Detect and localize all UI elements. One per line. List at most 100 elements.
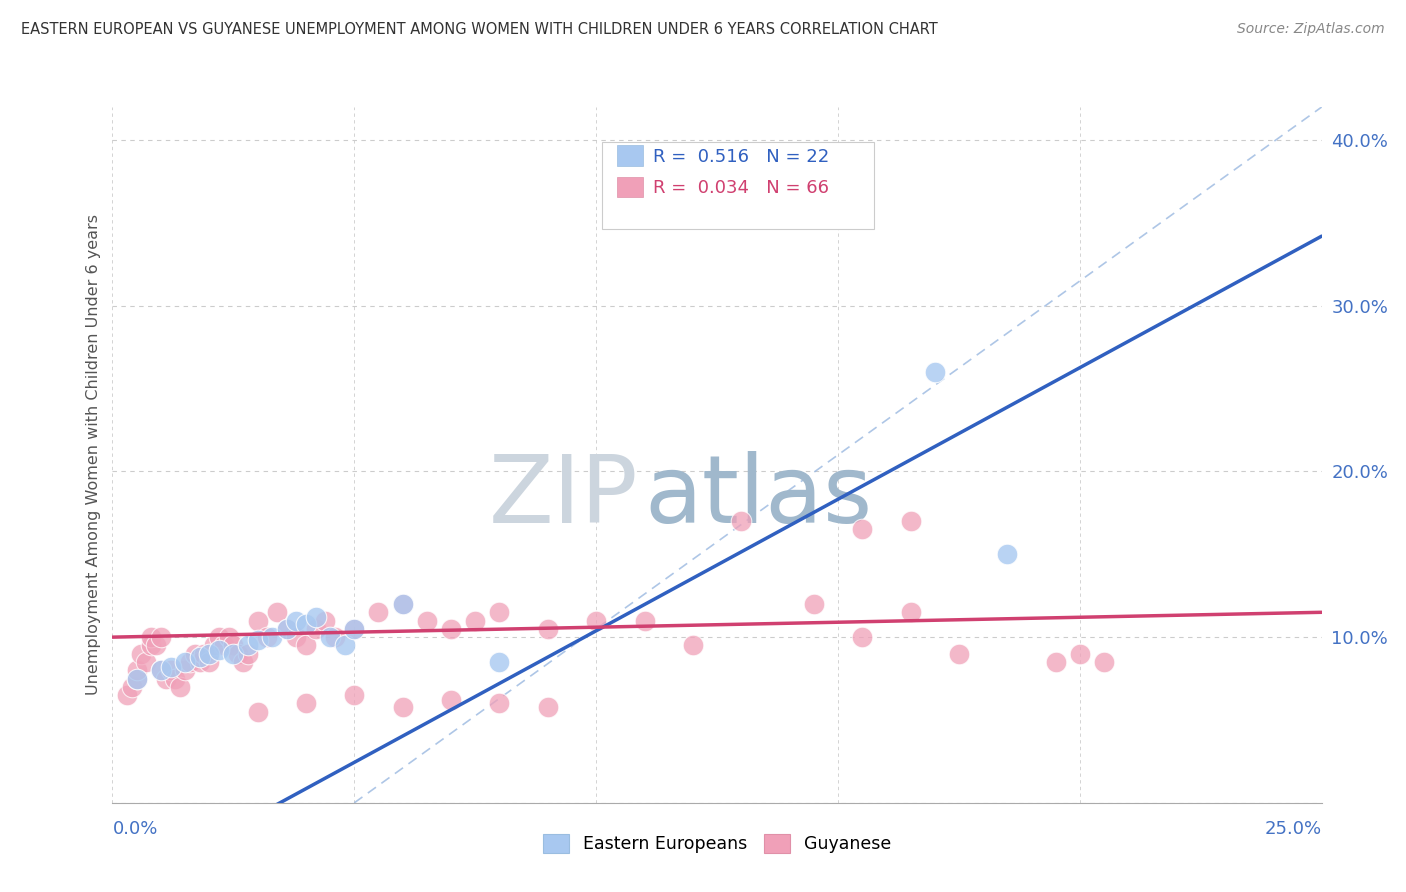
Point (141, 639, 163, 653)
Point (169, 680, 191, 694)
Point (222, 639, 245, 653)
Point (285, 614, 308, 628)
Point (266, 605, 288, 619)
Point (159, 660, 181, 674)
Point (343, 622, 366, 636)
Point (285, 630, 308, 644)
Point (295, 616, 318, 631)
Point (314, 614, 336, 628)
Point (304, 622, 326, 636)
Point (948, 647, 970, 661)
Text: 25.0%: 25.0% (1264, 821, 1322, 838)
Point (391, 597, 413, 611)
FancyBboxPatch shape (602, 142, 875, 229)
Point (900, 514, 922, 528)
Point (149, 630, 172, 644)
Text: ZIP: ZIP (489, 450, 638, 542)
Point (159, 663, 181, 677)
Text: 0.0%: 0.0% (112, 821, 157, 838)
Text: Source: ZipAtlas.com: Source: ZipAtlas.com (1237, 22, 1385, 37)
Point (295, 697, 318, 711)
Point (1069, 647, 1091, 661)
Point (131, 647, 153, 661)
Point (304, 610, 326, 624)
Point (165, 672, 187, 686)
Point (440, 693, 463, 707)
Point (440, 622, 463, 636)
Point (246, 614, 269, 628)
Point (343, 622, 366, 636)
Point (488, 655, 510, 669)
Point (256, 630, 278, 644)
Point (174, 663, 197, 677)
Point (367, 605, 389, 619)
Point (188, 650, 211, 665)
Point (188, 655, 211, 669)
Point (246, 633, 269, 648)
Point (115, 688, 138, 702)
Point (145, 639, 167, 653)
Point (125, 663, 148, 677)
Point (585, 614, 607, 628)
Point (633, 614, 655, 628)
Point (319, 630, 342, 644)
Point (323, 630, 346, 644)
Point (218, 630, 240, 644)
FancyBboxPatch shape (617, 177, 644, 197)
Point (121, 680, 143, 694)
Point (246, 705, 269, 719)
Point (295, 639, 318, 653)
Point (155, 672, 177, 686)
Point (202, 639, 225, 653)
Point (803, 597, 825, 611)
Text: atlas: atlas (644, 450, 873, 542)
Point (125, 672, 148, 686)
Point (1045, 655, 1067, 669)
Point (276, 622, 298, 636)
Point (208, 643, 231, 657)
Point (1092, 655, 1115, 669)
Point (333, 639, 356, 653)
Point (464, 614, 486, 628)
Text: R =  0.034   N = 66: R = 0.034 N = 66 (652, 179, 830, 197)
Point (141, 630, 163, 644)
Legend: Eastern Europeans, Guyanese: Eastern Europeans, Guyanese (536, 827, 898, 860)
Text: EASTERN EUROPEAN VS GUYANESE UNEMPLOYMENT AMONG WOMEN WITH CHILDREN UNDER 6 YEAR: EASTERN EUROPEAN VS GUYANESE UNEMPLOYMEN… (21, 22, 938, 37)
Point (226, 647, 249, 661)
Point (391, 699, 413, 714)
Point (193, 647, 215, 661)
Point (212, 639, 235, 653)
Point (149, 663, 172, 677)
Point (488, 697, 510, 711)
Point (730, 514, 752, 528)
Point (198, 647, 221, 661)
Point (995, 547, 1018, 561)
Text: R =  0.516   N = 22: R = 0.516 N = 22 (652, 148, 830, 166)
Point (488, 605, 510, 619)
Point (232, 655, 254, 669)
Point (125, 672, 148, 686)
Point (537, 699, 560, 714)
FancyBboxPatch shape (617, 145, 644, 166)
Point (276, 622, 298, 636)
Point (537, 622, 560, 636)
Point (236, 639, 259, 653)
Point (149, 663, 172, 677)
Point (416, 614, 439, 628)
Point (236, 647, 259, 661)
Point (391, 597, 413, 611)
Point (174, 655, 197, 669)
Point (343, 688, 366, 702)
Point (682, 639, 704, 653)
Point (198, 655, 221, 669)
Y-axis label: Unemployment Among Women with Children Under 6 years: Unemployment Among Women with Children U… (86, 214, 101, 696)
Point (900, 605, 922, 619)
Point (208, 630, 231, 644)
Point (183, 647, 205, 661)
Point (262, 630, 284, 644)
Point (179, 655, 201, 669)
Point (851, 523, 873, 537)
Point (924, 365, 946, 379)
Point (222, 647, 245, 661)
Point (851, 630, 873, 644)
